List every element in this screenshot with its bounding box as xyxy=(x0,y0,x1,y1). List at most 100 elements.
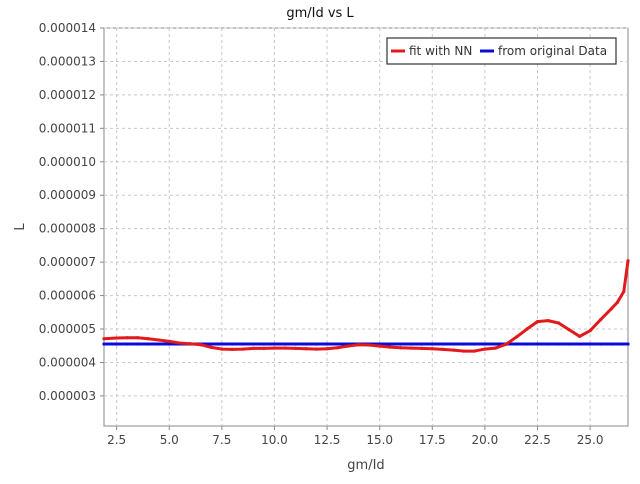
x-tick-label: 15.0 xyxy=(366,433,393,447)
x-tick-label: 10.0 xyxy=(261,433,288,447)
series-layer xyxy=(102,259,630,353)
data-point-fit xyxy=(451,348,455,352)
data-point-original xyxy=(251,342,256,346)
data-point-fit xyxy=(325,347,329,351)
data-point-original xyxy=(588,342,592,346)
y-tick-label: 0.000014 xyxy=(39,21,96,35)
data-point-original xyxy=(578,342,582,346)
data-point-fit xyxy=(314,347,319,351)
x-tick-label: 20.0 xyxy=(472,433,499,447)
data-point-original xyxy=(230,342,234,346)
legend-box xyxy=(386,37,617,65)
series-line-fit xyxy=(102,259,630,353)
data-point-original xyxy=(272,342,277,346)
x-axis-ticks: 2.5 5.0 7.5 10.0 12.5 15.0 17.5 20.0 22.5 25.0 xyxy=(107,426,603,447)
x-tick-label: 22.5 xyxy=(524,433,551,447)
x-axis-label: gm/Id xyxy=(347,458,384,473)
data-point-fit xyxy=(399,346,403,350)
data-point-original xyxy=(525,342,529,346)
data-point-original xyxy=(136,342,140,346)
data-point-original xyxy=(514,342,519,346)
data-point-original xyxy=(314,342,319,346)
data-point-original xyxy=(451,342,455,346)
data-point-fit xyxy=(578,334,582,338)
x-tick-label: 2.5 xyxy=(107,433,126,447)
data-point-original xyxy=(220,342,224,346)
data-point-original xyxy=(546,342,550,346)
data-point-fit xyxy=(136,336,140,340)
data-point-fit xyxy=(483,347,487,351)
data-point-fit xyxy=(293,346,298,351)
data-point-fit xyxy=(167,339,171,343)
data-point-original xyxy=(125,342,129,346)
legend-label-fit: fit with NN xyxy=(409,44,472,58)
y-tick-label: 0.000010 xyxy=(39,155,96,169)
y-axis-label: L xyxy=(13,223,28,231)
data-point-fit xyxy=(388,345,392,349)
data-point-original xyxy=(493,342,498,346)
y-tick-label: 0.000003 xyxy=(39,389,96,403)
data-point-original xyxy=(304,342,308,346)
data-point-original xyxy=(335,342,340,346)
data-point-fit xyxy=(441,347,445,352)
data-point-fit xyxy=(209,345,213,349)
data-point-original xyxy=(409,342,413,346)
data-point-original xyxy=(102,342,106,346)
data-point-original xyxy=(388,342,392,346)
x-tick-label: 12.5 xyxy=(314,433,341,447)
data-point-original xyxy=(430,342,434,346)
data-point-fit xyxy=(199,343,203,347)
y-tick-label: 0.000009 xyxy=(39,188,96,202)
x-tick-label: 5.0 xyxy=(160,433,179,447)
data-point-fit xyxy=(346,344,350,348)
data-point-fit xyxy=(178,341,182,345)
chart-title: gm/Id vs L xyxy=(286,6,354,21)
data-point-fit xyxy=(525,327,529,331)
data-point-fit xyxy=(283,346,287,350)
x-tick-label: 17.5 xyxy=(419,433,446,447)
data-point-original xyxy=(599,342,603,346)
data-point-fit xyxy=(357,343,361,347)
data-point-original xyxy=(626,342,630,346)
data-point-original xyxy=(462,342,466,346)
data-point-fit xyxy=(262,346,266,351)
data-point-fit xyxy=(599,318,603,322)
data-point-fit xyxy=(409,346,413,350)
data-point-original xyxy=(262,342,266,346)
data-point-fit xyxy=(188,342,192,346)
x-tick-label: 25.0 xyxy=(577,433,604,447)
data-point-fit xyxy=(622,289,626,294)
data-point-fit xyxy=(241,347,245,351)
data-point-original xyxy=(399,342,403,346)
data-point-original xyxy=(283,342,287,346)
data-point-original xyxy=(157,342,161,346)
data-point-fit xyxy=(220,347,224,351)
data-point-original xyxy=(483,342,487,346)
legend-label-original: from original Data xyxy=(498,44,607,58)
y-tick-label: 0.000006 xyxy=(39,289,96,303)
data-point-original xyxy=(115,342,119,346)
data-point-fit xyxy=(304,347,308,351)
y-tick-label: 0.000012 xyxy=(39,88,96,102)
data-point-fit xyxy=(102,337,106,341)
data-point-original xyxy=(241,342,245,346)
data-point-fit xyxy=(472,349,476,353)
data-point-original xyxy=(209,342,213,346)
data-point-original xyxy=(167,342,171,346)
data-point-fit xyxy=(609,307,613,311)
y-tick-label: 0.000008 xyxy=(39,222,96,236)
data-point-fit xyxy=(546,319,550,323)
data-point-fit xyxy=(514,335,519,339)
data-point-fit xyxy=(420,346,424,351)
data-point-original xyxy=(556,342,561,346)
data-point-original xyxy=(620,342,624,346)
data-point-fit xyxy=(146,337,150,341)
legend: fit with NN from original Data xyxy=(386,37,617,65)
data-point-fit xyxy=(157,338,161,342)
data-point-fit xyxy=(430,347,434,351)
data-point-fit xyxy=(251,346,256,351)
data-point-fit xyxy=(504,342,508,346)
data-point-fit xyxy=(588,329,592,333)
